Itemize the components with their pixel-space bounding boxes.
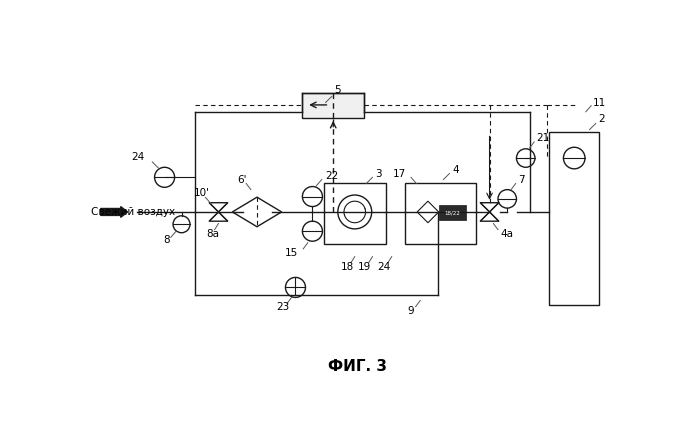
Text: 11: 11: [593, 98, 606, 108]
Text: 8: 8: [163, 236, 169, 245]
Text: 19: 19: [358, 261, 371, 272]
Text: 18: 18: [340, 261, 354, 272]
Text: 24: 24: [377, 261, 391, 272]
Text: 22: 22: [326, 171, 339, 181]
Bar: [405, 184, 477, 244]
Bar: [440, 205, 466, 220]
Text: 2: 2: [598, 114, 605, 124]
Text: 3: 3: [375, 169, 382, 179]
Text: 8a: 8a: [206, 229, 219, 239]
Text: 15: 15: [285, 248, 298, 258]
Text: 18/22: 18/22: [445, 210, 461, 215]
Text: 21: 21: [537, 133, 549, 143]
Text: 6': 6': [237, 175, 246, 184]
Text: 7: 7: [518, 175, 525, 184]
Text: 10': 10': [194, 188, 210, 198]
FancyArrow shape: [101, 207, 128, 217]
Text: 5: 5: [334, 85, 340, 95]
Text: 17: 17: [393, 169, 406, 179]
Text: 9: 9: [408, 306, 415, 315]
Text: Свежий воздух: Свежий воздух: [92, 207, 175, 217]
Bar: [324, 184, 386, 244]
Text: 24: 24: [131, 152, 145, 162]
Bar: [303, 92, 364, 118]
Text: ФИГ. 3: ФИГ. 3: [329, 359, 387, 374]
Text: 4: 4: [452, 166, 459, 175]
Text: 23: 23: [276, 302, 289, 312]
Text: 4a: 4a: [500, 229, 513, 239]
Bar: [549, 132, 599, 305]
